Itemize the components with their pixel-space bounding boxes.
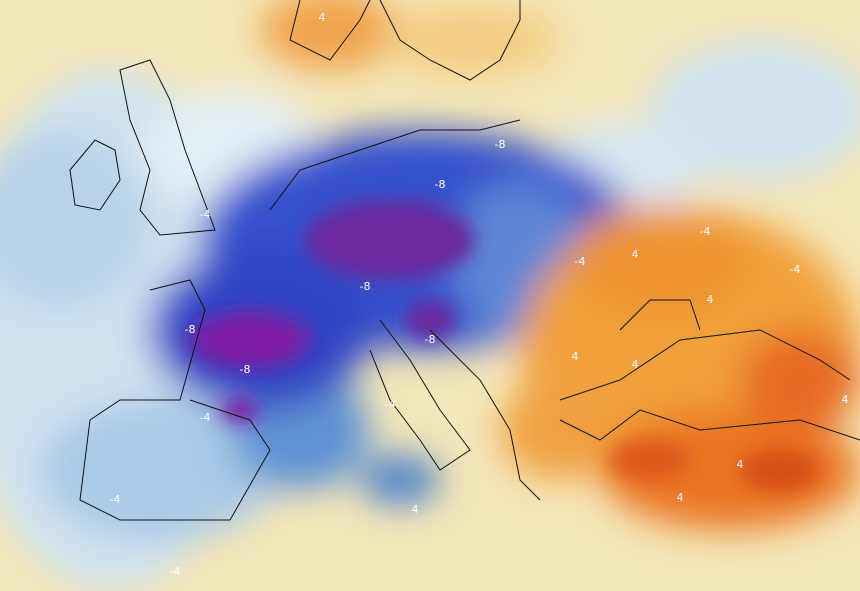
contour-label: 4: [412, 503, 419, 516]
contour-label: -8: [185, 323, 196, 336]
contour-label: 4: [572, 350, 579, 363]
contour-label: -4: [200, 411, 211, 424]
contour-label: -8: [495, 138, 506, 151]
contour-label: -8: [240, 363, 251, 376]
contour-label: -8: [360, 280, 371, 293]
contour-label: -4: [170, 565, 181, 578]
contour-label: 4: [737, 458, 744, 471]
coastlines: [69, 0, 860, 521]
contour-labels: 4 -8 -8 -8 -4 -4 4 -4 -8 -8 -4 -8 -4 4 4 4 -4 -4 4 4 4 -4 4: [110, 11, 849, 578]
contour-label: 4: [707, 293, 714, 306]
contour-label: 4: [632, 358, 639, 371]
contour-label: -4: [110, 493, 121, 506]
contour-label: -4: [790, 263, 801, 276]
contour-label: -4: [700, 225, 711, 238]
contour-label: -4: [575, 255, 586, 268]
contour-label: 4: [632, 248, 639, 261]
contour-label: -4: [200, 208, 211, 221]
contour-label: 4: [842, 393, 849, 406]
contour-label: -8: [425, 333, 436, 346]
anomaly-core: [190, 200, 820, 492]
contour-label: -8: [435, 178, 446, 191]
contour-label: 4: [677, 491, 684, 504]
contour-label: 4: [319, 11, 326, 24]
contour-label: -4: [385, 398, 396, 411]
